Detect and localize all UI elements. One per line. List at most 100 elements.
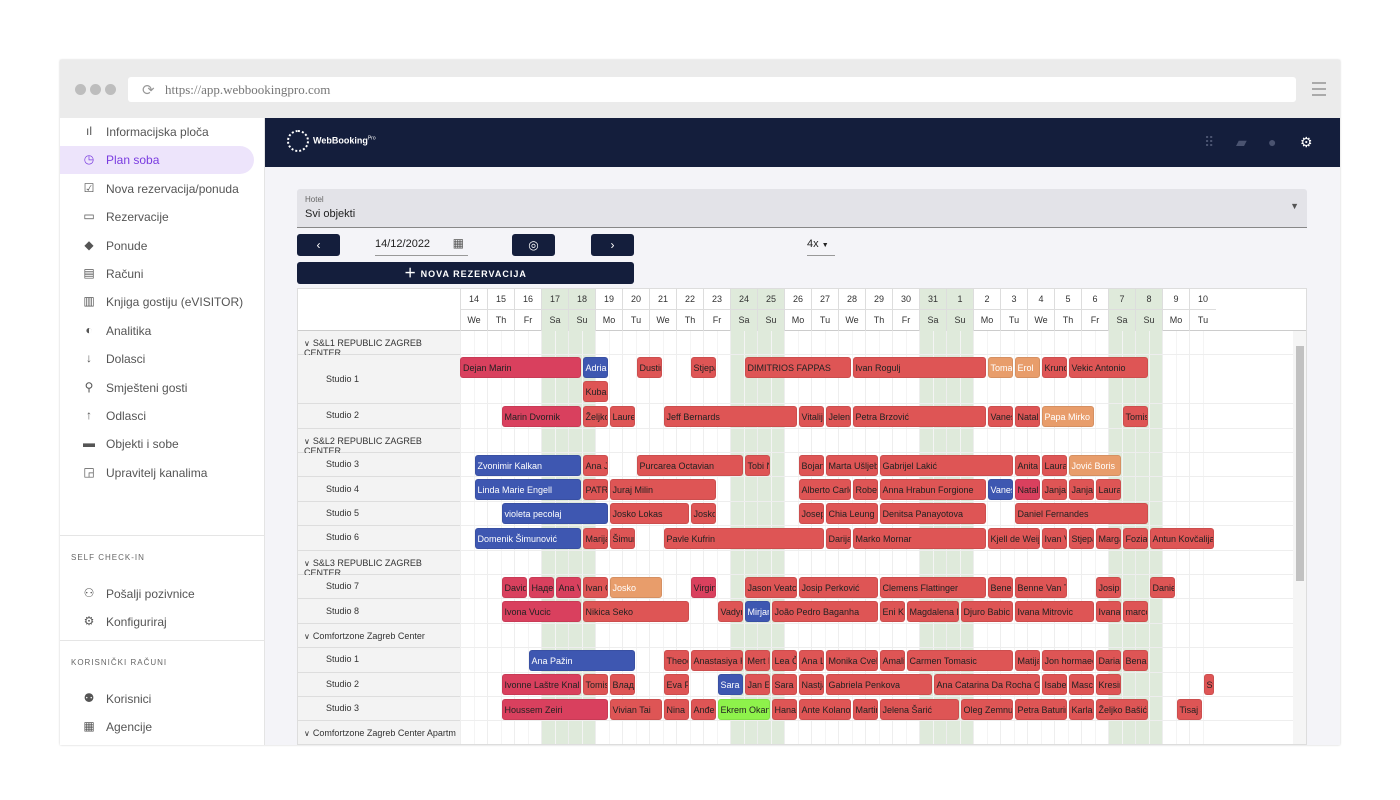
chevron-down-icon[interactable]: ∨ xyxy=(304,436,310,446)
booking-bar[interactable]: Robert xyxy=(852,478,878,500)
menu-icon[interactable] xyxy=(1312,82,1326,100)
booking-bar[interactable]: Sara M xyxy=(771,674,797,696)
room-row-label[interactable]: Studio 3 xyxy=(298,453,460,478)
booking-bar[interactable]: Anastasiya Kr xyxy=(690,649,743,671)
booking-bar[interactable]: Isabell xyxy=(1041,674,1067,696)
booking-bar[interactable]: Ana Pažin xyxy=(528,649,635,671)
booking-bar[interactable]: Pavle Kufrin xyxy=(663,527,824,549)
booking-bar[interactable]: Надеж xyxy=(528,576,554,598)
booking-bar[interactable]: PATRIC xyxy=(582,478,608,500)
booking-bar[interactable]: Nina E xyxy=(663,698,689,720)
booking-bar[interactable]: Šimun xyxy=(609,527,635,549)
booking-bar[interactable]: Jelena xyxy=(825,405,851,427)
group-row[interactable]: ∨ Comfortzone Zagreb Center xyxy=(298,623,460,649)
booking-bar[interactable]: Houssem Zeiri xyxy=(501,698,608,720)
booking-bar[interactable]: Vekic Antonio xyxy=(1068,356,1148,378)
apps-grid-icon[interactable]: ⠿ xyxy=(1204,134,1215,150)
booking-bar[interactable]: Gabrijel Lakić xyxy=(879,454,1013,476)
sidebar-item[interactable]: ⚙ Konfiguriraj xyxy=(60,608,254,636)
sidebar-item[interactable]: ↓ Dolasci xyxy=(60,345,254,373)
sidebar-item[interactable]: ◐ Analitika xyxy=(60,317,254,345)
booking-bar[interactable]: Kuba S xyxy=(582,381,608,403)
booking-bar[interactable]: Janja N xyxy=(1068,478,1094,500)
booking-bar[interactable]: Gabriela Penkova xyxy=(825,674,932,696)
booking-bar[interactable]: Nikica Seko xyxy=(582,600,689,622)
group-row[interactable]: ∨ S&L2 REPUBLIC ZAGREB CENTER xyxy=(298,428,460,456)
sidebar-item[interactable]: ↑ Odlasci xyxy=(60,402,254,430)
booking-bar[interactable]: Daniel xyxy=(1149,576,1175,598)
booking-bar[interactable]: Jon hormaech xyxy=(1041,649,1094,671)
room-row-label[interactable]: Studio 3 xyxy=(298,697,460,722)
booking-bar[interactable]: Vanes xyxy=(987,405,1013,427)
booking-bar[interactable]: Vadym xyxy=(717,600,743,622)
hotel-select[interactable]: Hotel Svi objekti ▼ xyxy=(297,189,1307,228)
booking-bar[interactable]: violeta pecolaj xyxy=(501,503,608,525)
sidebar-item[interactable]: ◷ Plan soba xyxy=(60,146,254,175)
booking-bar[interactable]: Marko Mornar xyxy=(852,527,986,549)
booking-bar[interactable]: marco xyxy=(1122,600,1148,622)
scrollbar[interactable] xyxy=(1293,331,1306,744)
booking-bar[interactable]: Laura xyxy=(1041,454,1067,476)
booking-bar[interactable]: Denitsa Panayotova xyxy=(879,503,986,525)
room-row-label[interactable]: Studio 2 xyxy=(298,404,460,429)
booking-bar[interactable]: Ivonne Laštre Knall xyxy=(501,674,581,696)
booking-bar[interactable]: Clemens Flattinger xyxy=(879,576,986,598)
booking-bar[interactable]: Hana I xyxy=(771,698,797,720)
booking-bar[interactable]: Nastja xyxy=(798,674,824,696)
date-field[interactable]: 14/12/2022 ▦ xyxy=(375,236,468,256)
booking-bar[interactable]: Vaness xyxy=(987,478,1013,500)
booking-bar[interactable]: Jan Eli xyxy=(744,674,770,696)
booking-bar[interactable]: Vivian Tai xyxy=(609,698,662,720)
booking-bar[interactable]: Petra Baturina xyxy=(1014,698,1067,720)
booking-bar[interactable]: Karla K xyxy=(1068,698,1094,720)
booking-bar[interactable]: Ana Lo xyxy=(798,649,824,671)
booking-bar[interactable]: Željko Bašić xyxy=(1095,698,1148,720)
booking-bar[interactable]: Ivana Mitrovic xyxy=(1014,600,1094,622)
booking-bar[interactable]: Влади xyxy=(609,674,635,696)
booking-bar[interactable]: Daria I xyxy=(1095,649,1121,671)
booking-bar[interactable]: Theod xyxy=(663,649,689,671)
prev-button[interactable]: ‹ xyxy=(297,234,340,256)
chevron-down-icon[interactable]: ∨ xyxy=(304,729,310,739)
booking-bar[interactable]: Jović Boris xyxy=(1068,454,1121,476)
group-row[interactable]: ∨ Comfortzone Zagreb Center Apartm xyxy=(298,721,460,744)
booking-bar[interactable]: Anđela xyxy=(690,698,716,720)
booking-bar[interactable]: Stjepa xyxy=(1068,527,1094,549)
booking-bar[interactable]: Ivan C xyxy=(582,576,608,598)
booking-bar[interactable]: João Pedro Baganha xyxy=(771,600,878,622)
today-button[interactable]: ◎ xyxy=(512,234,555,256)
sidebar-item[interactable]: ▬ Objekti i sobe xyxy=(60,430,254,458)
room-row-label[interactable]: Studio 1 xyxy=(298,355,460,405)
booking-bar[interactable]: Daniel Fernandes xyxy=(1014,503,1148,525)
sidebar-item[interactable]: ⚲ Smješteni gosti xyxy=(60,374,254,402)
booking-bar[interactable]: Bened xyxy=(987,576,1013,598)
booking-bar[interactable]: Alberto Carlo xyxy=(798,478,851,500)
booking-bar[interactable]: Mascia xyxy=(1068,674,1094,696)
settings-icon[interactable]: ⚙ xyxy=(1300,134,1313,150)
booking-bar[interactable]: Kjell de Weije xyxy=(987,527,1040,549)
booking-bar[interactable]: Purcarea Octavian xyxy=(636,454,743,476)
booking-bar[interactable]: Tomas xyxy=(987,356,1013,378)
group-row[interactable]: ∨ S&L3 REPUBLIC ZAGREB CENTER xyxy=(298,550,460,578)
new-reservation-button[interactable]: ＋ NOVA REZERVACIJA xyxy=(297,262,634,284)
booking-bar[interactable]: Laura xyxy=(1095,478,1121,500)
booking-bar[interactable]: Tomisl xyxy=(1122,405,1148,427)
url-bar[interactable]: https://app.webbookingpro.com xyxy=(128,77,1296,102)
booking-bar[interactable]: Josko xyxy=(690,503,716,525)
sidebar-item[interactable]: ıl Informacijska ploča xyxy=(60,118,254,146)
booking-bar[interactable]: Vitalij xyxy=(798,405,824,427)
booking-bar[interactable]: DIMITRIOS FAPPAS xyxy=(744,356,851,378)
booking-bar[interactable]: Sti xyxy=(1203,674,1214,696)
booking-bar[interactable]: Domenik Šimunović xyxy=(474,527,581,549)
booking-bar[interactable]: Carmen Tomasic xyxy=(906,649,1013,671)
booking-bar[interactable]: Kresim xyxy=(1095,674,1121,696)
booking-bar[interactable]: Amalia xyxy=(879,649,905,671)
sidebar-item[interactable]: ⚉ Korisnici xyxy=(60,685,254,713)
booking-bar[interactable]: Monika Cvek xyxy=(825,649,878,671)
booking-bar[interactable]: Ivona Vucic xyxy=(501,600,581,622)
booking-bar[interactable]: Juraj Milin xyxy=(609,478,716,500)
sidebar-item[interactable]: ☑ Nova rezervacija/ponuda xyxy=(60,175,254,203)
room-row-label[interactable]: Studio 5 xyxy=(298,501,460,527)
booking-bar[interactable]: David xyxy=(501,576,527,598)
room-row-label[interactable]: Studio 7 xyxy=(298,575,460,600)
